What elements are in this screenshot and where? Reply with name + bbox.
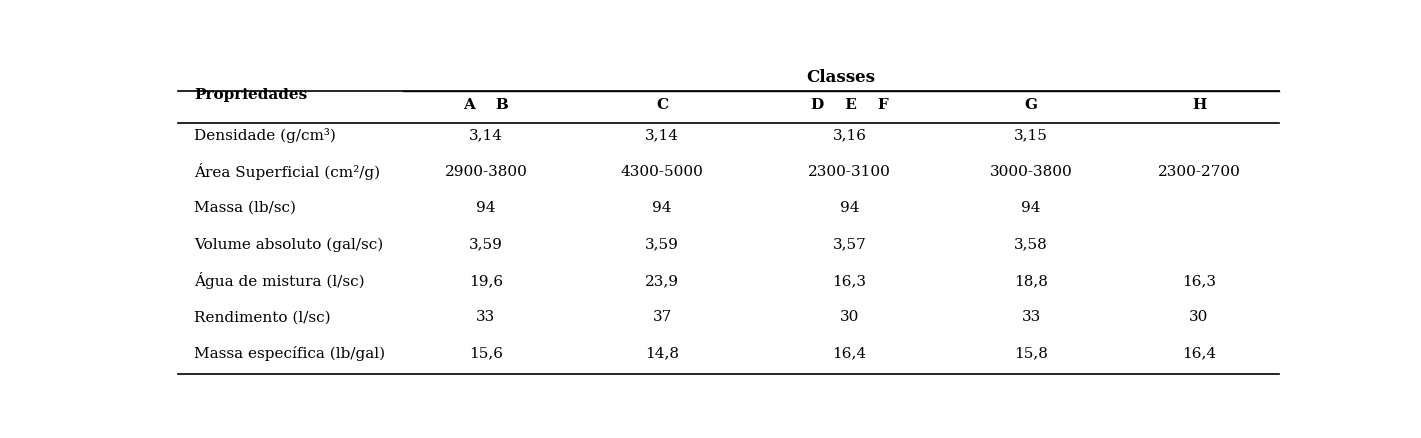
Text: 30: 30 — [840, 310, 860, 324]
Text: 14,8: 14,8 — [645, 347, 679, 361]
Text: A    B: A B — [463, 98, 509, 112]
Text: 3,57: 3,57 — [833, 237, 867, 251]
Text: C: C — [657, 98, 668, 112]
Text: Propriedades: Propriedades — [195, 88, 307, 102]
Text: 37: 37 — [652, 310, 672, 324]
Text: 19,6: 19,6 — [469, 274, 503, 288]
Text: 33: 33 — [1022, 310, 1040, 324]
Text: 4300-5000: 4300-5000 — [621, 165, 703, 179]
Text: 3,16: 3,16 — [833, 128, 867, 142]
Text: Volume absoluto (gal/sc): Volume absoluto (gal/sc) — [195, 237, 384, 252]
Text: 16,3: 16,3 — [833, 274, 867, 288]
Text: 2900-3800: 2900-3800 — [445, 165, 527, 179]
Text: D    E    F: D E F — [810, 98, 888, 112]
Text: Classes: Classes — [807, 69, 875, 86]
Text: 3,14: 3,14 — [469, 128, 503, 142]
Text: G: G — [1025, 98, 1037, 112]
Text: 18,8: 18,8 — [1015, 274, 1049, 288]
Text: Área Superficial (cm²/g): Área Superficial (cm²/g) — [195, 163, 381, 180]
Text: 15,6: 15,6 — [469, 347, 503, 361]
Text: 16,3: 16,3 — [1182, 274, 1216, 288]
Text: 16,4: 16,4 — [1182, 347, 1216, 361]
Text: 94: 94 — [840, 201, 860, 215]
Text: 30: 30 — [1189, 310, 1209, 324]
Text: 16,4: 16,4 — [833, 347, 867, 361]
Text: 23,9: 23,9 — [645, 274, 679, 288]
Text: 3,58: 3,58 — [1015, 237, 1049, 251]
Text: H: H — [1192, 98, 1206, 112]
Text: Massa (lb/sc): Massa (lb/sc) — [195, 201, 296, 215]
Text: 15,8: 15,8 — [1015, 347, 1049, 361]
Text: 3,15: 3,15 — [1015, 128, 1049, 142]
Text: 94: 94 — [476, 201, 496, 215]
Text: Massa específica (lb/gal): Massa específica (lb/gal) — [195, 346, 385, 361]
Text: Água de mistura (l/sc): Água de mistura (l/sc) — [195, 272, 365, 290]
Text: 3,59: 3,59 — [469, 237, 503, 251]
Text: 3,14: 3,14 — [645, 128, 679, 142]
Text: 2300-3100: 2300-3100 — [809, 165, 891, 179]
Text: Densidade (g/cm³): Densidade (g/cm³) — [195, 128, 335, 143]
Text: Rendimento (l/sc): Rendimento (l/sc) — [195, 310, 331, 324]
Text: 3,59: 3,59 — [645, 237, 679, 251]
Text: 3000-3800: 3000-3800 — [990, 165, 1073, 179]
Text: 33: 33 — [476, 310, 496, 324]
Text: 94: 94 — [1022, 201, 1040, 215]
Text: 2300-2700: 2300-2700 — [1158, 165, 1241, 179]
Text: 94: 94 — [652, 201, 672, 215]
